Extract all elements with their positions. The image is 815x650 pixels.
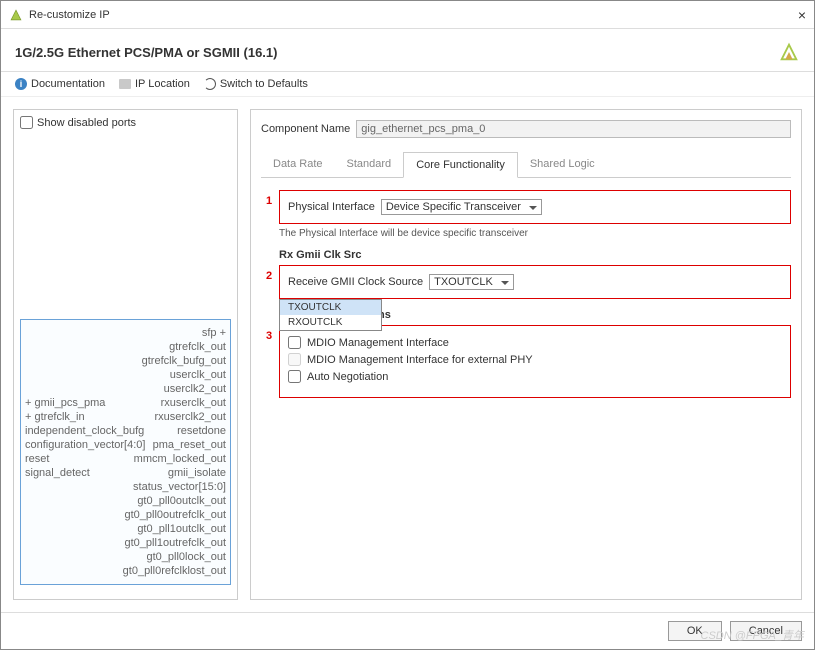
right-panel: Component Name Data RateStandardCore Fun… <box>250 109 802 600</box>
tabs: Data RateStandardCore FunctionalityShare… <box>261 152 791 178</box>
dropdown-option[interactable]: TXOUTCLK <box>280 300 381 315</box>
annotation-2: 2 <box>266 270 272 282</box>
annotation-1: 1 <box>266 195 272 207</box>
port-row: gt0_pll0outclk_out <box>25 494 226 508</box>
cancel-button[interactable]: Cancel <box>730 621 802 641</box>
toolbar: iDocumentation IP Location Switch to Def… <box>1 72 814 97</box>
mgmt-box: 3 MDIO Management Interface MDIO Managem… <box>279 325 791 398</box>
port-row: userclk2_out <box>25 382 226 396</box>
folder-icon <box>119 79 131 89</box>
physical-interface-label: Physical Interface <box>288 201 375 213</box>
ip-title: 1G/2.5G Ethernet PCS/PMA or SGMII (16.1) <box>15 45 277 60</box>
ip-location-link[interactable]: IP Location <box>119 78 190 90</box>
port-diagram: sfp +gtrefclk_outgtrefclk_bufg_outusercl… <box>20 319 231 585</box>
port-row: signal_detectgmii_isolate <box>25 466 226 480</box>
auto-neg-checkbox[interactable]: Auto Negotiation <box>288 370 782 383</box>
tab-data-rate[interactable]: Data Rate <box>261 152 335 177</box>
show-disabled-checkbox[interactable]: Show disabled ports <box>20 116 231 129</box>
mdio-checkbox[interactable]: MDIO Management Interface <box>288 336 782 349</box>
port-row: gt0_pll0outrefclk_out <box>25 508 226 522</box>
port-row: resetmmcm_locked_out <box>25 452 226 466</box>
tab-shared-logic[interactable]: Shared Logic <box>518 152 607 177</box>
component-name-label: Component Name <box>261 123 350 135</box>
documentation-link[interactable]: iDocumentation <box>15 78 105 90</box>
dropdown-option[interactable]: RXOUTCLK <box>280 315 381 330</box>
header: 1G/2.5G Ethernet PCS/PMA or SGMII (16.1) <box>1 29 814 72</box>
vendor-logo-icon <box>778 41 800 63</box>
window-title: Re-customize IP <box>29 9 110 21</box>
switch-defaults-link[interactable]: Switch to Defaults <box>204 78 308 90</box>
component-name-input[interactable] <box>356 120 791 138</box>
port-row: + gmii_pcs_pmarxuserclk_out <box>25 396 226 410</box>
tab-core-functionality[interactable]: Core Functionality <box>403 152 518 178</box>
rx-gmii-box: 2 Receive GMII Clock Source TXOUTCLK <box>279 265 791 299</box>
annotation-3: 3 <box>266 330 272 342</box>
rx-gmii-select[interactable]: TXOUTCLK <box>429 274 514 290</box>
rx-gmii-label: Receive GMII Clock Source <box>288 276 423 288</box>
footer: OK Cancel <box>1 612 814 649</box>
close-icon[interactable]: × <box>798 7 806 23</box>
port-row: gt0_pll1outclk_out <box>25 522 226 536</box>
port-row: sfp + <box>25 326 226 340</box>
mdio-ext-checkbox: MDIO Management Interface for external P… <box>288 353 782 366</box>
port-row: gt0_pll0refclklost_out <box>25 564 226 578</box>
app-icon <box>9 8 23 22</box>
port-row: gt0_pll1outrefclk_out <box>25 536 226 550</box>
port-row: gtrefclk_bufg_out <box>25 354 226 368</box>
rx-gmii-group-label: Rx Gmii Clk Src <box>279 249 791 261</box>
info-icon: i <box>15 78 27 90</box>
port-row: userclk_out <box>25 368 226 382</box>
refresh-icon <box>204 78 216 90</box>
left-panel: Show disabled ports sfp +gtrefclk_outgtr… <box>13 109 238 600</box>
tab-standard[interactable]: Standard <box>335 152 404 177</box>
port-row: independent_clock_bufgresetdone <box>25 424 226 438</box>
port-row: gt0_pll0lock_out <box>25 550 226 564</box>
port-row: configuration_vector[4:0]pma_reset_out <box>25 438 226 452</box>
titlebar: Re-customize IP × <box>1 1 814 29</box>
rx-gmii-dropdown[interactable]: TXOUTCLKRXOUTCLK <box>279 299 382 331</box>
port-row: status_vector[15:0] <box>25 480 226 494</box>
physical-interface-box: 1 Physical Interface Device Specific Tra… <box>279 190 791 224</box>
port-row: gtrefclk_out <box>25 340 226 354</box>
physical-interface-select[interactable]: Device Specific Transceiver <box>381 199 542 215</box>
ok-button[interactable]: OK <box>668 621 722 641</box>
physical-interface-note: The Physical Interface will be device sp… <box>279 228 791 239</box>
port-row: + gtrefclk_inrxuserclk2_out <box>25 410 226 424</box>
